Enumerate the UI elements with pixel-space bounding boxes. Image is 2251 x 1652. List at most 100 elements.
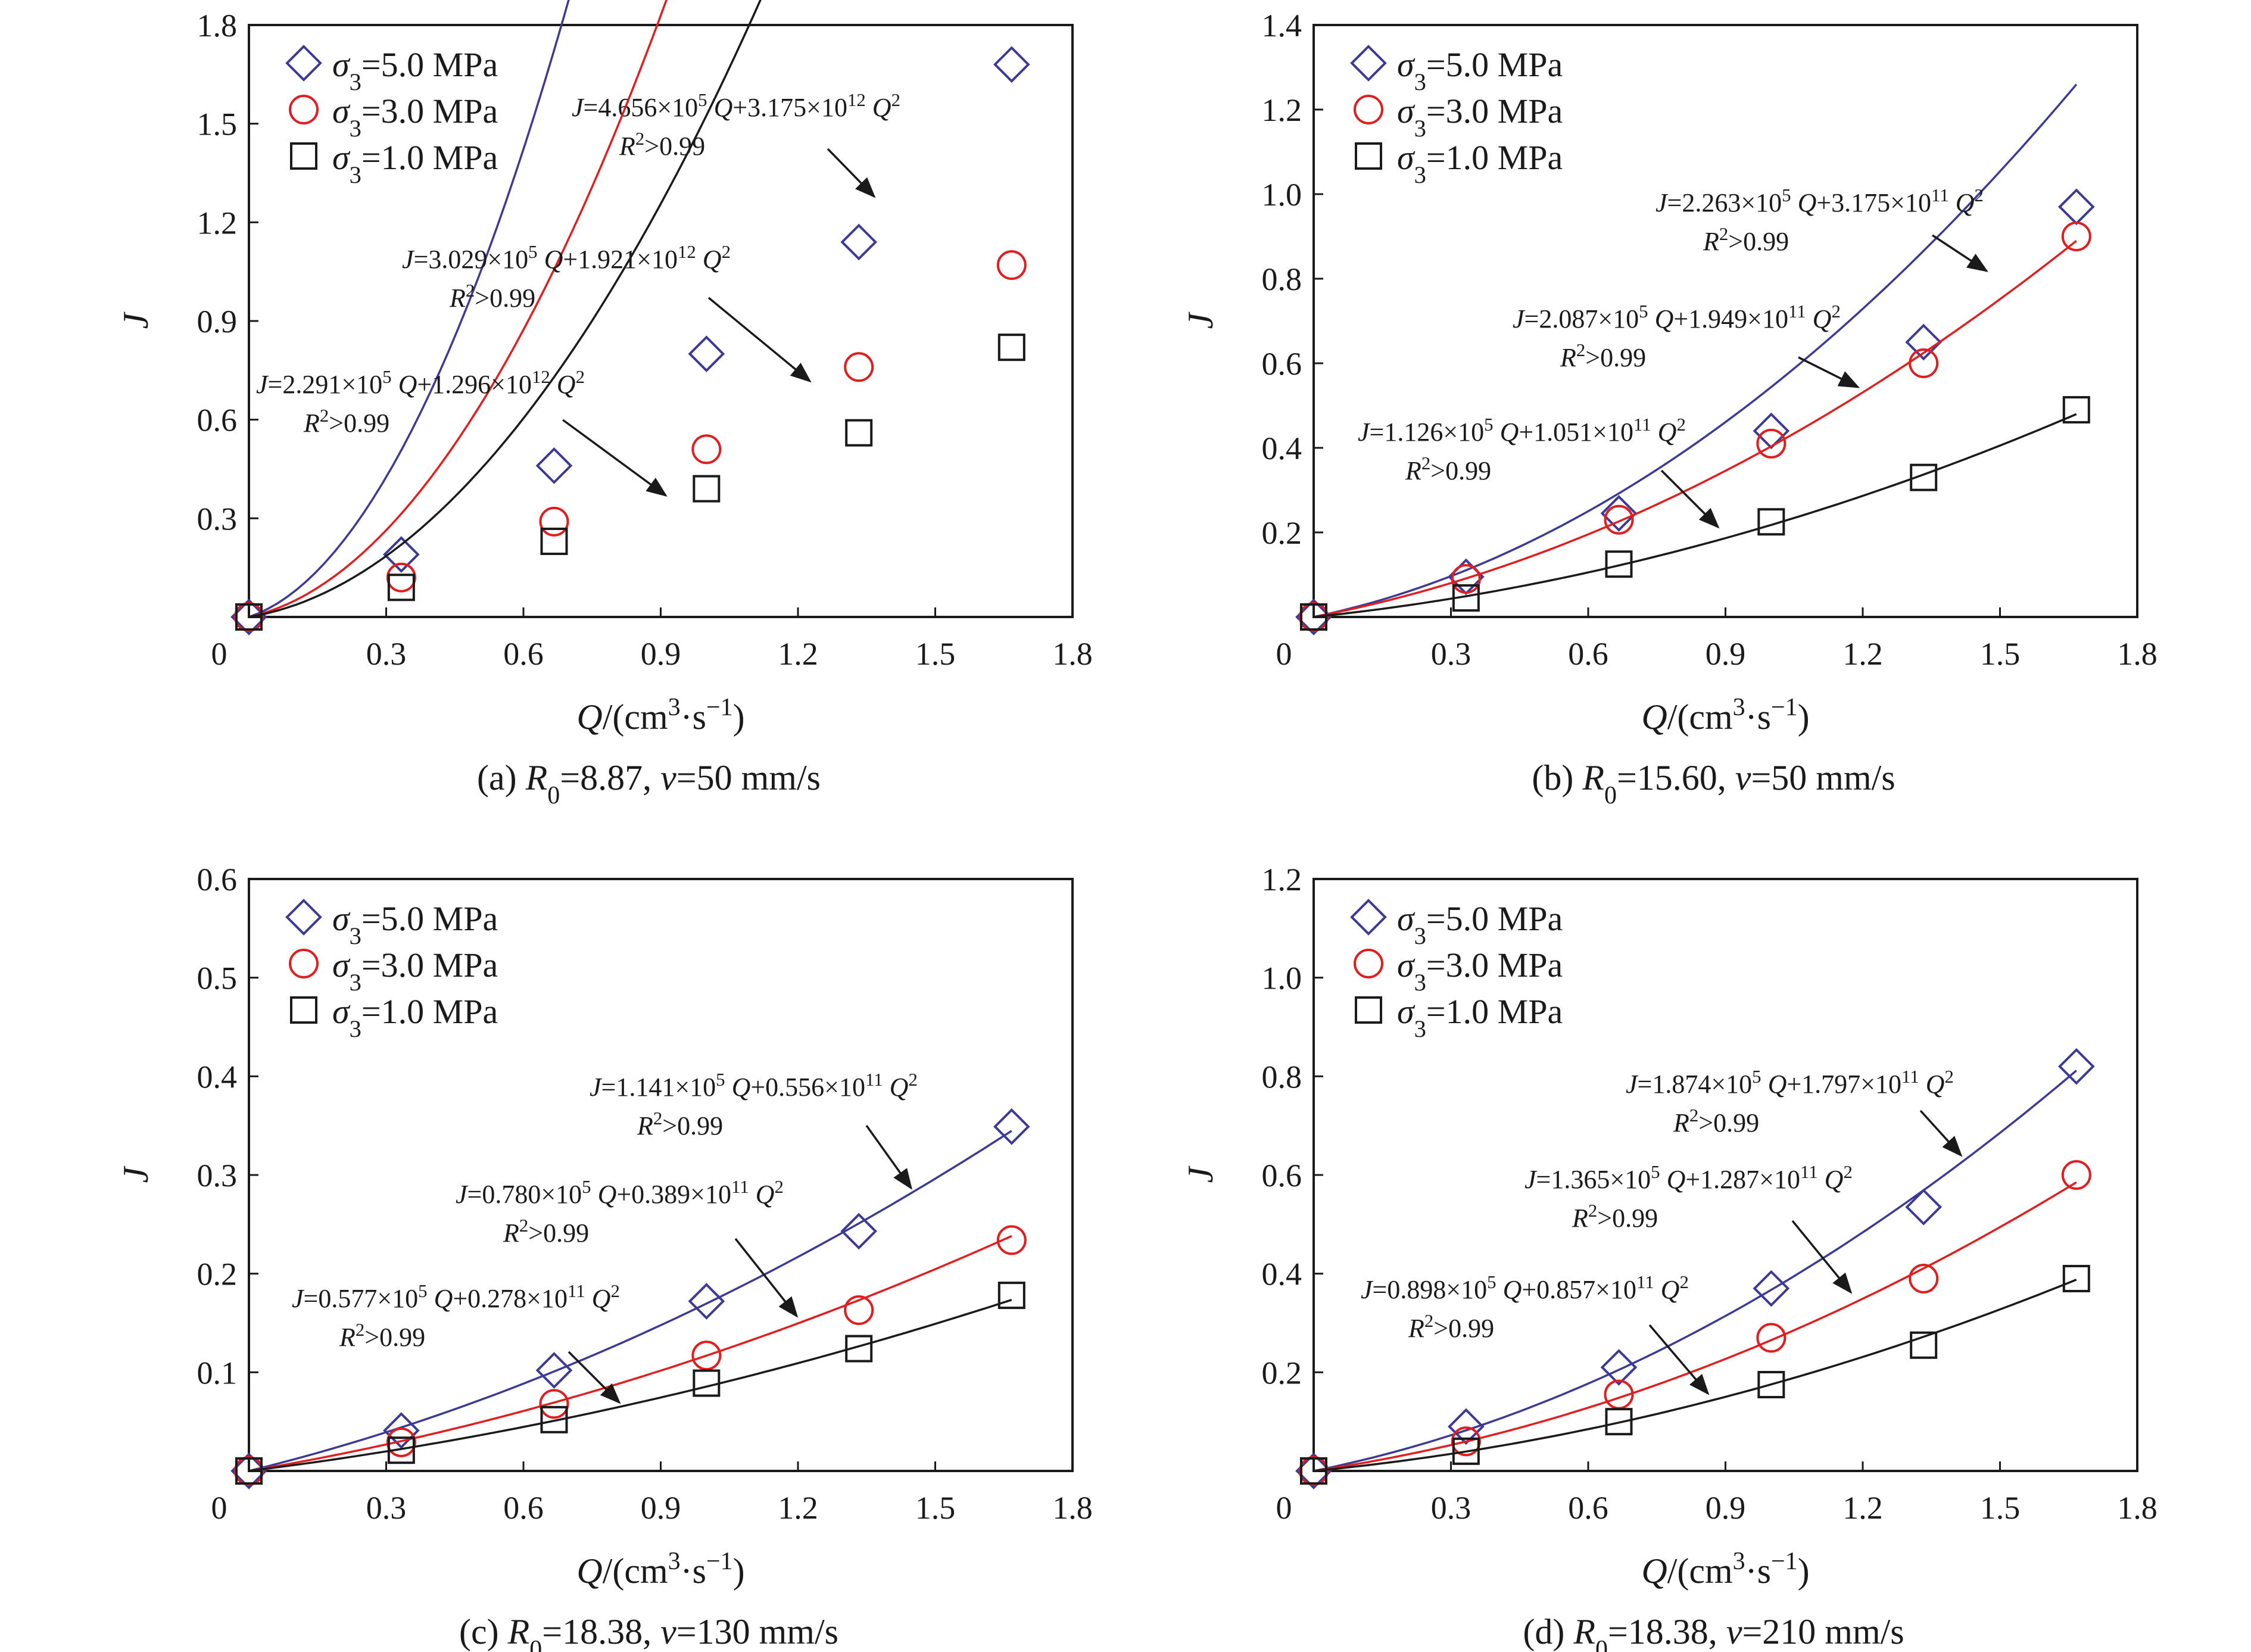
x-tick-label: 0.9 (1706, 1490, 1746, 1526)
fit-curve (248, 1299, 1012, 1472)
r-squared-label: R2>0.99 (1560, 340, 1646, 372)
legend-label: σ3=5.0 MPa (332, 45, 498, 95)
annotation-arrow (827, 148, 876, 198)
fit-equation: J=0.780×105 Q+0.389×1011 Q2 (456, 1177, 784, 1209)
series-diamond (230, 1108, 1030, 1489)
fit-equation: J=4.656×105 Q+3.175×1012 Q2 (572, 90, 900, 122)
data-point (1448, 1408, 1485, 1445)
data-point (540, 527, 568, 555)
legend-marker (1354, 95, 1383, 124)
data-point (840, 223, 878, 261)
x-tick-label: 1.2 (1842, 1490, 1883, 1526)
x-tick-label: 1.8 (2117, 636, 2158, 672)
chart-panel-a: 0 0.3 0.6 0.9 1.2 1.5 1.8 0.3 0.6 0.9 1.2 1.5 1.8 Q/(… (116, 0, 1093, 809)
x-tick-label: 1.5 (1980, 636, 2021, 672)
legend-label: σ3=5.0 MPa (332, 899, 498, 949)
x-tick-label: 0 (1276, 1490, 1292, 1526)
x-tick-label: 0.3 (366, 636, 407, 672)
series-diamond (1295, 1048, 2095, 1489)
x-tick-label: 0 (211, 1490, 227, 1526)
legend-marker (290, 142, 317, 170)
y-tick-label: 1.4 (1262, 8, 1302, 43)
annotation-arrow (568, 1351, 621, 1404)
data-point (540, 1405, 568, 1433)
data-point (535, 1352, 573, 1389)
data-point (1756, 428, 1787, 459)
y-axis-label: J (116, 311, 155, 329)
x-tick-label: 0 (1276, 636, 1292, 672)
y-tick-label: 1.2 (197, 205, 238, 241)
y-tick-label: 0.6 (197, 403, 238, 438)
y-tick-label: 1.5 (197, 107, 238, 142)
fit-equation: J=2.263×105 Q+3.175×1011 Q2 (1655, 185, 1984, 217)
data-point (2061, 222, 2091, 251)
legend-label: σ3=3.0 MPa (1397, 946, 1563, 996)
x-tick-label: 1.2 (1842, 636, 1883, 672)
data-point (1910, 463, 1938, 491)
x-tick-label: 1.8 (1052, 1490, 1093, 1526)
fit-equation: J=3.029×105 Q+1.921×1012 Q2 (402, 242, 731, 274)
series-circle (234, 1225, 1027, 1486)
y-tick-label: 0.2 (1262, 515, 1302, 551)
data-point (844, 352, 874, 382)
data-point (691, 1341, 722, 1371)
fit-equation: J=2.087×105 Q+1.949×1011 Q2 (1513, 301, 1841, 333)
y-tick-label: 1.2 (1262, 862, 1302, 897)
y-tick-label: 0.6 (197, 862, 238, 897)
series-square (235, 1282, 1025, 1485)
series-diamond (230, 0, 1030, 635)
chart-panel-b: 0 0.3 0.6 0.9 1.2 1.5 1.8 0.2 0.4 0.6 0.8 1.0 1.2 1.4… (1181, 8, 2158, 809)
data-point (1605, 550, 1633, 578)
data-point (1756, 1323, 1787, 1353)
r-squared-label: R2>0.99 (303, 406, 389, 438)
r-squared-label: R2>0.99 (1572, 1201, 1658, 1233)
data-point (383, 1412, 420, 1449)
data-point (997, 333, 1025, 361)
data-point (387, 1436, 415, 1464)
fit-curve (248, 1130, 1012, 1472)
series-square (235, 0, 1025, 631)
data-point (1757, 1371, 1785, 1399)
r-squared-label: R2>0.99 (1673, 1105, 1759, 1137)
annotation-arrow (1932, 234, 1988, 272)
data-point (845, 1335, 873, 1363)
annotation-arrow (1791, 1220, 1853, 1294)
data-point (2061, 1160, 2091, 1190)
legend-label: σ3=3.0 MPa (332, 92, 498, 142)
data-point (1909, 348, 1939, 378)
data-point (1753, 412, 1790, 450)
y-tick-label: 0.4 (197, 1059, 238, 1095)
x-tick-label: 0.6 (503, 1490, 544, 1526)
annotation-arrow (734, 1238, 799, 1318)
r-squared-label: R2>0.99 (449, 280, 535, 313)
x-tick-label: 0.3 (1431, 636, 1471, 672)
legend-marker (285, 45, 322, 82)
panel-caption: (a) R0=8.87, v=50 mm/s (477, 758, 821, 809)
y-tick-label: 0.4 (1262, 1257, 1302, 1292)
data-point (1600, 495, 1638, 532)
r-squared-label: R2>0.99 (1408, 1311, 1494, 1343)
data-point (1452, 1437, 1480, 1465)
data-point (993, 46, 1030, 83)
data-point (1905, 323, 1943, 361)
fit-curve (1313, 1070, 2077, 1472)
data-point (996, 250, 1027, 280)
panel-caption: (d) R0=18.38, v=210 mm/s (1523, 1612, 1904, 1652)
y-tick-label: 0.3 (197, 1158, 238, 1193)
data-point (386, 562, 416, 593)
series-square (1300, 396, 2090, 631)
y-axis-label: J (1181, 1165, 1220, 1183)
series-square (1300, 1264, 2090, 1485)
fit-curve (1313, 1181, 2077, 1472)
data-point (1300, 603, 1327, 631)
legend-marker (1355, 142, 1382, 170)
data-point (1605, 1408, 1633, 1436)
data-point (1300, 1457, 1327, 1485)
annotation-arrow (1660, 469, 1720, 529)
y-tick-label: 1.8 (197, 8, 238, 43)
y-tick-label: 0.1 (197, 1355, 238, 1391)
fit-equation: J=0.898×105 Q+0.857×1011 Q2 (1361, 1272, 1689, 1304)
legend-marker (285, 899, 322, 936)
